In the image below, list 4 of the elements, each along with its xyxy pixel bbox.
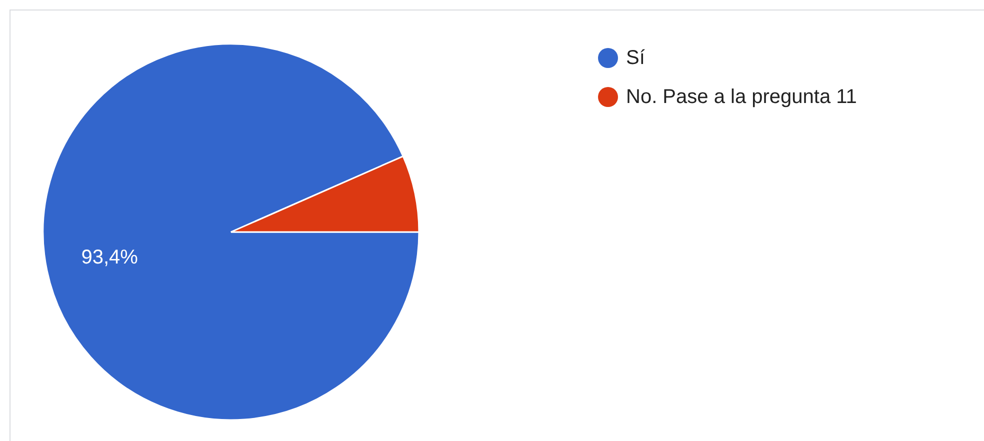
legend-label: Sí	[626, 47, 646, 69]
legend-label: No. Pase a la pregunta 11	[626, 86, 857, 108]
data-label: 93,4%	[81, 246, 138, 269]
pie-slice	[42, 43, 420, 421]
